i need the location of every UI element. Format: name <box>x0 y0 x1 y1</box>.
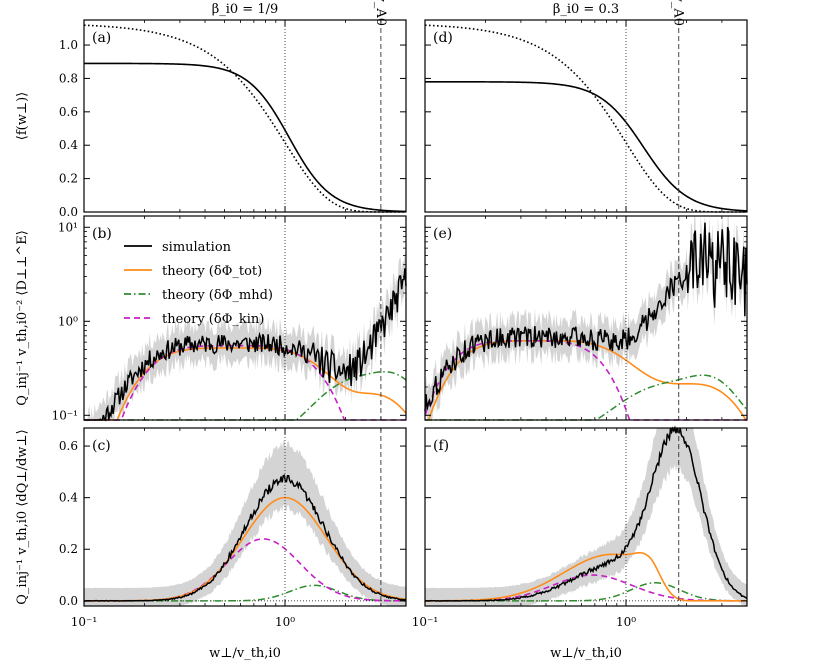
diffusion-theory-kin-line <box>424 340 747 421</box>
y-tick-label: 1.0 <box>59 38 78 52</box>
panel-frame <box>83 19 407 213</box>
y-tick-label: 0.6 <box>59 439 78 453</box>
panel-label: (a) <box>92 30 111 46</box>
y-tick-label: 10⁰ <box>58 314 78 328</box>
legend-label: theory (δΦ_kin) <box>162 312 264 327</box>
x-axis-label: w⊥/v_th,i0 <box>209 646 281 661</box>
legend-label: simulation <box>162 240 232 255</box>
panel-label: (e) <box>433 226 452 242</box>
heating-simulation-line <box>83 474 407 602</box>
alfven-annotation: w⊥ = v_A0 <box>373 0 388 26</box>
column-title: β_i0 = 0.3 <box>553 2 619 17</box>
panel-frame <box>83 215 407 421</box>
x-tick-label: 10⁻¹ <box>71 615 97 629</box>
y-tick-label: 0.8 <box>59 71 78 85</box>
panel-frame <box>83 427 407 607</box>
y-tick-label: 0.0 <box>59 594 78 608</box>
diffusion-noise-band <box>425 216 747 420</box>
y-tick-label: 0.2 <box>59 542 78 556</box>
diffusion-simulation-line <box>424 222 748 412</box>
panel-label: (d) <box>433 30 453 46</box>
y-tick-label: 0.4 <box>59 491 78 505</box>
y-axis-label: ⟨f(w⊥)⟩ <box>15 92 30 140</box>
column-title: β_i0 = 1/9 <box>212 2 279 17</box>
y-tick-label: 0.0 <box>59 205 78 219</box>
x-tick-label: 10⁻¹ <box>412 615 438 629</box>
diffusion-noise-band <box>84 250 406 423</box>
panel-label: (c) <box>92 438 111 454</box>
panel-label: (f) <box>433 438 449 454</box>
y-tick-label: 0.4 <box>59 138 78 152</box>
panel-label: (b) <box>92 226 112 242</box>
heating-theory-tot-line <box>424 551 747 602</box>
noise-bands <box>84 216 747 606</box>
alfven-annotation: w⊥ = v_A0 <box>671 0 686 26</box>
axes-layer <box>83 19 748 607</box>
x-axis-label: w⊥/v_th,i0 <box>550 646 622 661</box>
heating-simulation-line <box>424 425 748 602</box>
x-tick-label: 10⁰ <box>275 615 295 629</box>
y-tick-label: 0.6 <box>59 105 78 119</box>
diffusion-simulation-line <box>84 268 407 422</box>
heating-noise-band <box>84 440 406 606</box>
maxwellian-line <box>424 24 747 213</box>
panel-frame <box>424 19 748 213</box>
panel-frame <box>424 427 748 607</box>
distribution-line <box>425 80 748 212</box>
y-axis-label: Q_inj⁻¹ v_th,i0 ⟨dQ⊥/dw⊥⟩ <box>15 429 30 604</box>
legend-label: theory (δΦ_mhd) <box>162 288 273 303</box>
y-tick-label: 0.2 <box>59 172 78 186</box>
y-axis-label: Q_inj⁻¹ v_th,i0⁻² ⟨D⊥⊥^E⟩ <box>15 230 30 406</box>
y-tick-label: 10⁻¹ <box>52 408 78 422</box>
text-layer: 0.0 0.2 0.4 0.6 0.8 1.0 (a) 10⁻¹ 10⁰ 10¹ (b) 10⁻¹ 10… <box>15 0 686 661</box>
diffusion-theory-tot-line <box>84 347 407 421</box>
y-tick-label: 10¹ <box>58 220 78 234</box>
panel-frame <box>424 215 748 421</box>
maxwellian-line <box>83 24 406 213</box>
heating-noise-band <box>425 428 747 606</box>
x-tick-label: 10⁰ <box>616 615 636 629</box>
diffusion-theory-mhd-line <box>425 374 748 421</box>
legend-label: theory (δΦ_tot) <box>162 264 262 279</box>
distribution-line <box>84 62 407 213</box>
